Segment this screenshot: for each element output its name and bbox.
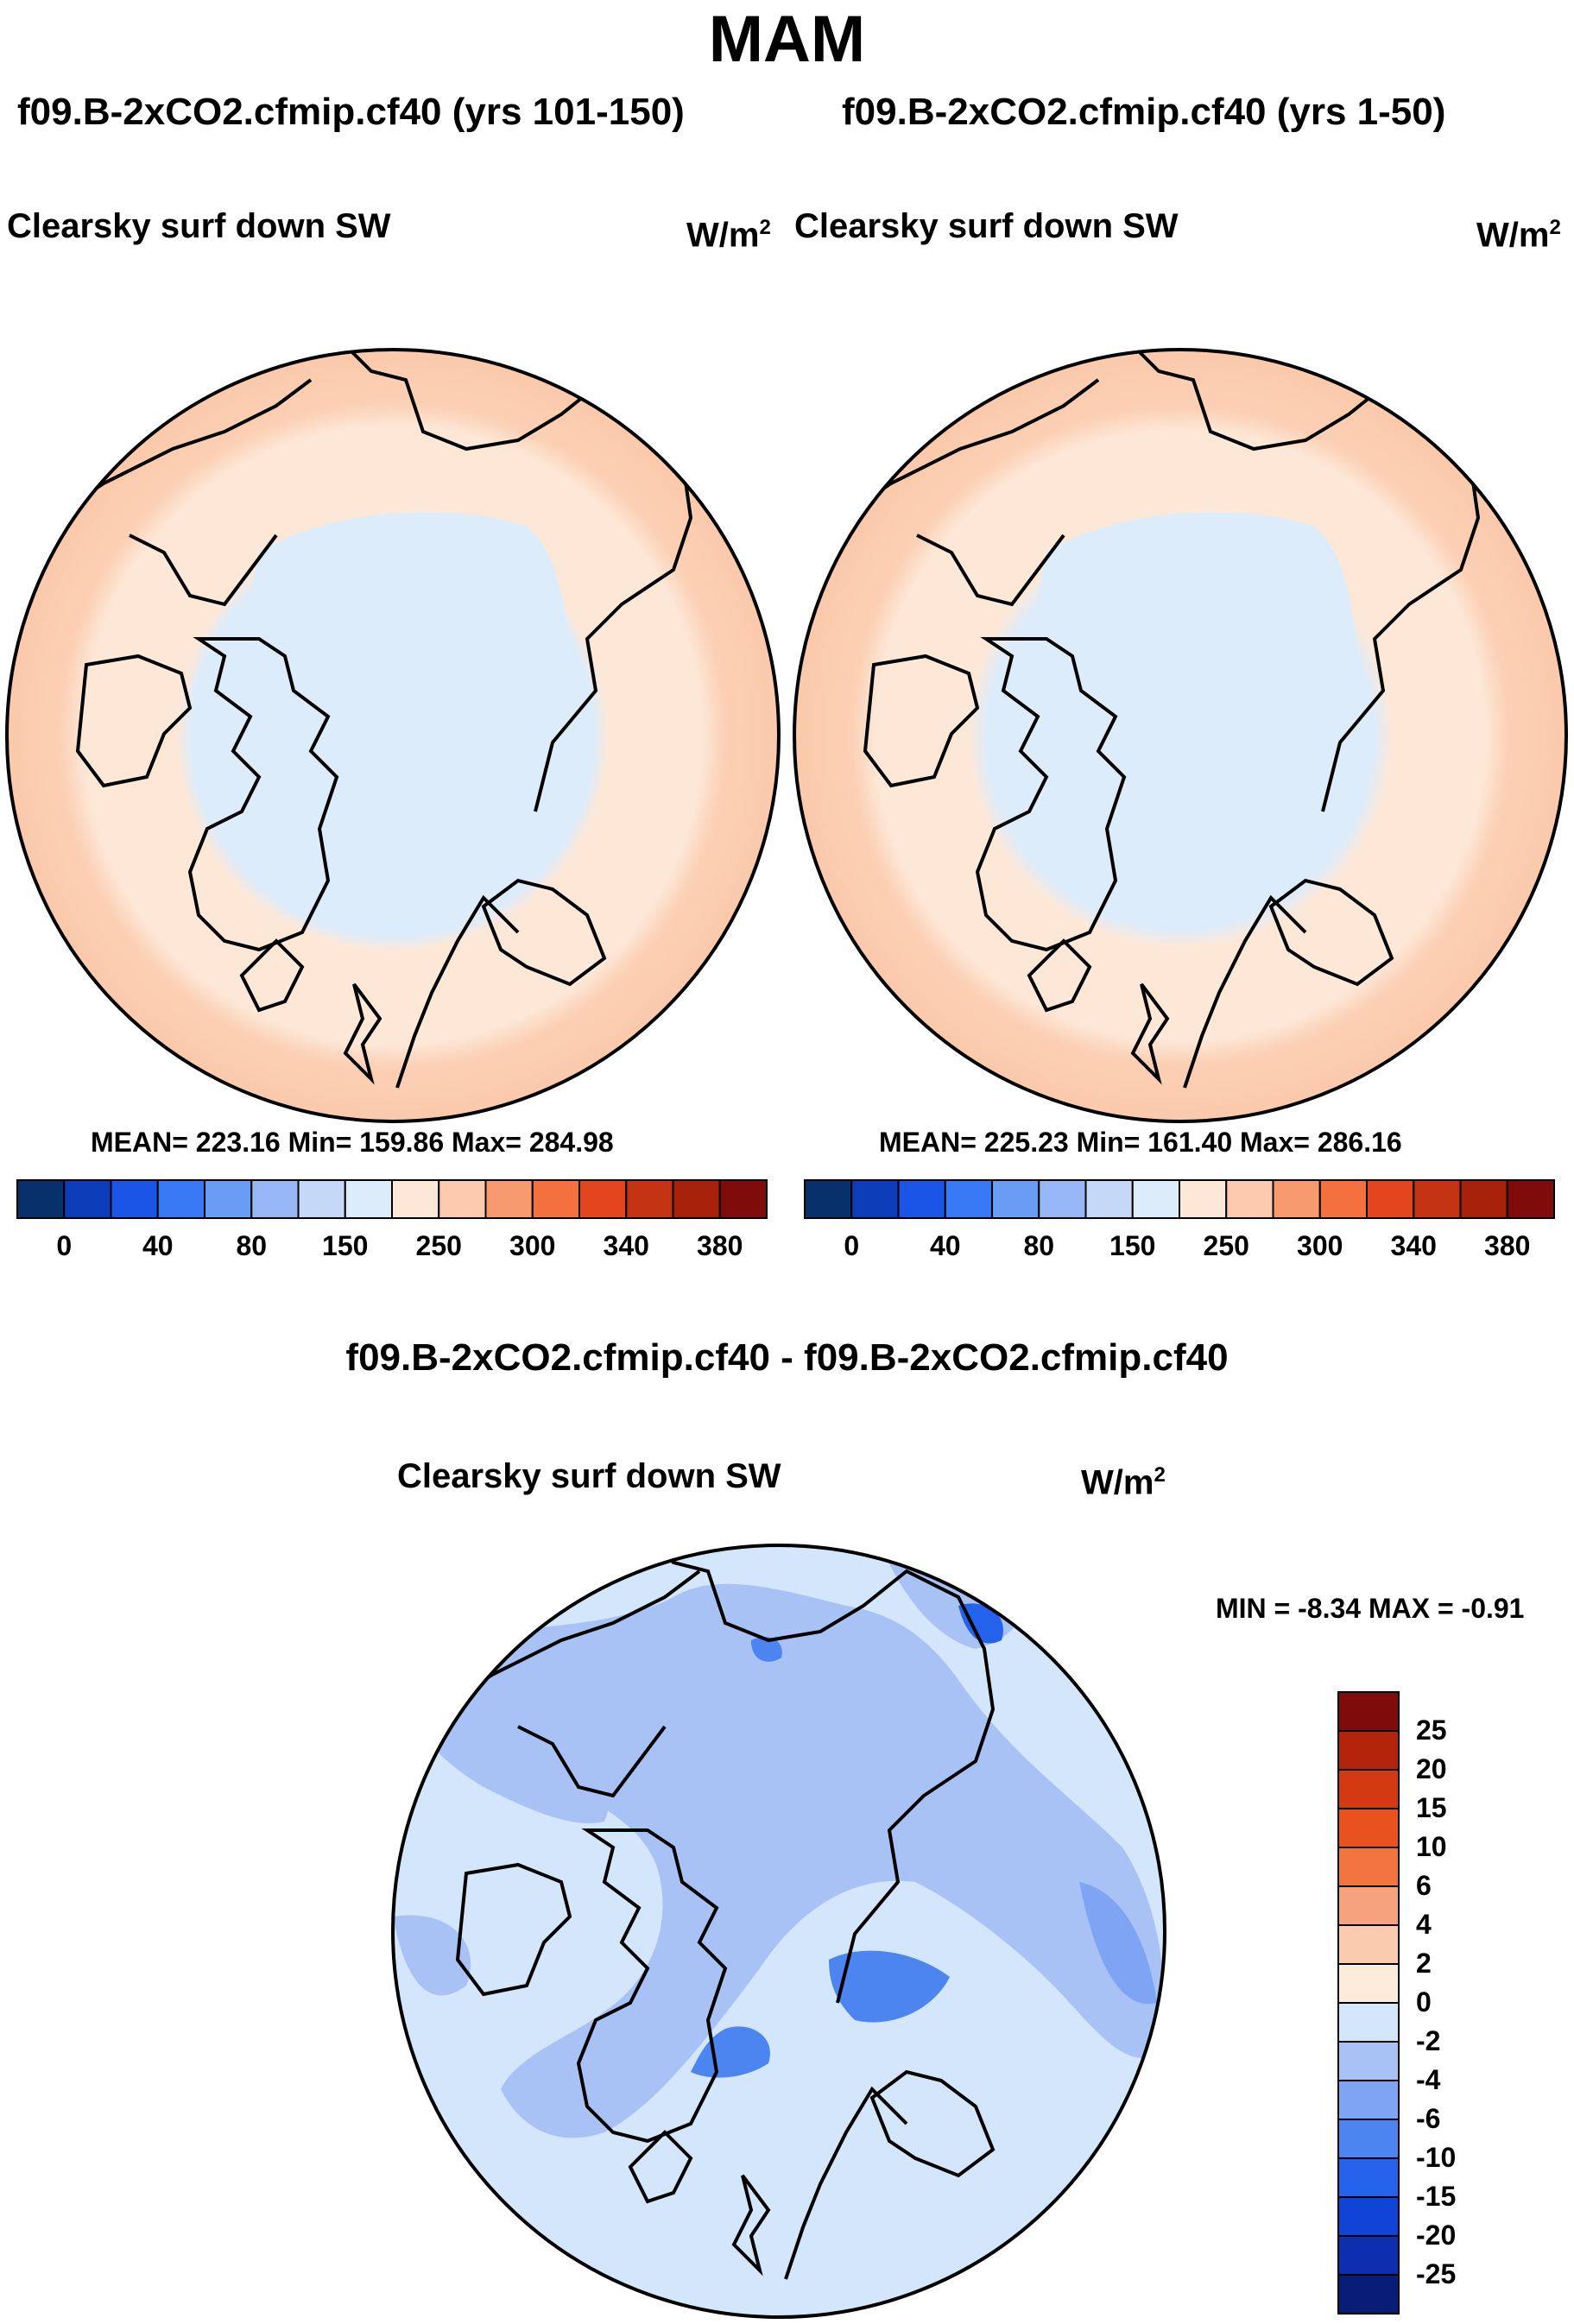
panel3-title: f09.B-2xCO2.cfmip.cf40 - f09.B-2xCO2.cfm… [345, 1336, 1229, 1379]
panel3-variable: Clearsky surf down SW [397, 1457, 781, 1495]
colorbar-swatch [944, 1179, 993, 1219]
colorbar-swatch [1084, 1179, 1134, 1219]
panel2-units: W/m2 [1476, 216, 1561, 255]
panel2-colorbar [804, 1179, 1555, 1219]
figure-title: MAM [708, 3, 866, 76]
colorbar-swatch [1272, 1179, 1321, 1219]
colorbar-swatch [578, 1179, 628, 1219]
colorbar-tick-label: 10 [1416, 1831, 1447, 1862]
colorbar-tick-label: -10 [1416, 2142, 1457, 2173]
colorbar-swatch [1413, 1179, 1462, 1219]
colorbar-tick-label: -15 [1416, 2181, 1457, 2212]
colorbar-swatch [1318, 1179, 1368, 1219]
colorbar-tick-label: 6 [1416, 1870, 1432, 1901]
panel3-coastlines [439, 1545, 996, 2280]
colorbar-tick-label: 80 [1023, 1230, 1055, 1261]
colorbar-tick-label: 340 [603, 1230, 649, 1261]
panel3-stats: MIN = -8.34 MAX = -0.91 [1216, 1593, 1525, 1624]
panel2-field [794, 350, 1566, 1121]
colorbar-swatch [110, 1179, 159, 1219]
panel3-field [393, 1545, 1165, 2317]
colorbar-swatch [1038, 1179, 1087, 1219]
colorbar-tick-label: 40 [142, 1230, 174, 1261]
colorbar-tick-label: 300 [509, 1230, 556, 1261]
colorbar-tick-label: -4 [1416, 2064, 1441, 2095]
colorbar-swatch [1337, 1691, 1400, 1732]
colorbar-swatch [1506, 1179, 1555, 1219]
panel3-units: W/m2 [1081, 1463, 1166, 1502]
colorbar-swatch [531, 1179, 580, 1219]
colorbar-tick-label: 340 [1390, 1230, 1437, 1261]
colorbar-swatch [63, 1179, 112, 1219]
colorbar-tick-label: 0 [56, 1230, 73, 1261]
colorbar-swatch [718, 1179, 768, 1219]
colorbar-tick-label: 2 [1416, 1948, 1432, 1979]
colorbar-swatch [625, 1179, 674, 1219]
colorbar-swatch [1337, 1730, 1400, 1771]
colorbar-swatch [897, 1179, 946, 1219]
colorbar-tick-label: 150 [322, 1230, 369, 1261]
panel1-title: f09.B-2xCO2.cfmip.cf40 (yrs 101-150) [17, 91, 685, 133]
colorbar-tick-label: -6 [1416, 2103, 1441, 2134]
panel2-stats: MEAN= 225.23 Min= 161.40 Max= 286.16 [879, 1127, 1402, 1158]
colorbar-tick-label: 380 [1484, 1230, 1531, 1261]
colorbar-swatch [250, 1179, 300, 1219]
colorbar-tick-label: 40 [929, 1230, 961, 1261]
colorbar-swatch [1337, 2041, 1400, 2081]
colorbar-swatch [1179, 1179, 1228, 1219]
colorbar-swatch [16, 1179, 66, 1219]
panel1-field [7, 350, 779, 1121]
colorbar-swatch [1337, 2119, 1400, 2159]
colorbar-swatch [1131, 1179, 1180, 1219]
panel1-stats: MEAN= 223.16 Min= 159.86 Max= 284.98 [91, 1127, 614, 1158]
colorbar-tick-label: -25 [1416, 2258, 1457, 2289]
colorbar-swatch [1337, 2157, 1400, 2198]
colorbar-swatch [1337, 1769, 1400, 1809]
colorbar-tick-label: -2 [1416, 2025, 1441, 2056]
colorbar-swatch [1337, 1885, 1400, 1926]
colorbar-swatch [1337, 1808, 1400, 1848]
panel2-variable: Clearsky surf down SW [794, 207, 1179, 245]
colorbar-swatch [1337, 2196, 1400, 2237]
colorbar-tick-label: 20 [1416, 1753, 1447, 1784]
panel3-colorbar [1337, 1691, 1400, 2315]
colorbar-swatch [297, 1179, 346, 1219]
panel1-variable: Clearsky surf down SW [7, 207, 391, 245]
colorbar-swatch [1337, 2080, 1400, 2120]
colorbar-swatch [1337, 2002, 1400, 2043]
colorbar-tick-label: 0 [1416, 1986, 1432, 2018]
colorbar-swatch [1225, 1179, 1274, 1219]
colorbar-tick-label: 250 [1203, 1230, 1249, 1261]
colorbar-tick-label: 15 [1416, 1792, 1447, 1823]
colorbar-swatch [391, 1179, 440, 1219]
colorbar-tick-label: 150 [1109, 1230, 1156, 1261]
colorbar-swatch [991, 1179, 1040, 1219]
colorbar-swatch [438, 1179, 487, 1219]
colorbar-swatch [1337, 1963, 1400, 2004]
colorbar-tick-label: 0 [844, 1230, 860, 1261]
colorbar-tick-label: 300 [1297, 1230, 1343, 1261]
colorbar-tick-label: 250 [415, 1230, 462, 1261]
colorbar-swatch [1459, 1179, 1508, 1219]
colorbar-swatch [1337, 1847, 1400, 1887]
panel2-title: f09.B-2xCO2.cfmip.cf40 (yrs 1-50) [842, 91, 1446, 133]
colorbar-tick-label: 25 [1416, 1715, 1447, 1746]
colorbar-tick-label: 80 [236, 1230, 268, 1261]
colorbar-swatch [1337, 2274, 1400, 2315]
panel1-units: W/m2 [686, 216, 771, 255]
colorbar-swatch [204, 1179, 253, 1219]
colorbar-swatch [672, 1179, 721, 1219]
colorbar-tick-label: -20 [1416, 2220, 1457, 2251]
panel1-colorbar [16, 1179, 768, 1219]
colorbar-swatch [1337, 2235, 1400, 2276]
colorbar-swatch [1337, 1924, 1400, 1965]
colorbar-tick-label: 380 [697, 1230, 743, 1261]
colorbar-tick-label: 4 [1416, 1909, 1432, 1940]
